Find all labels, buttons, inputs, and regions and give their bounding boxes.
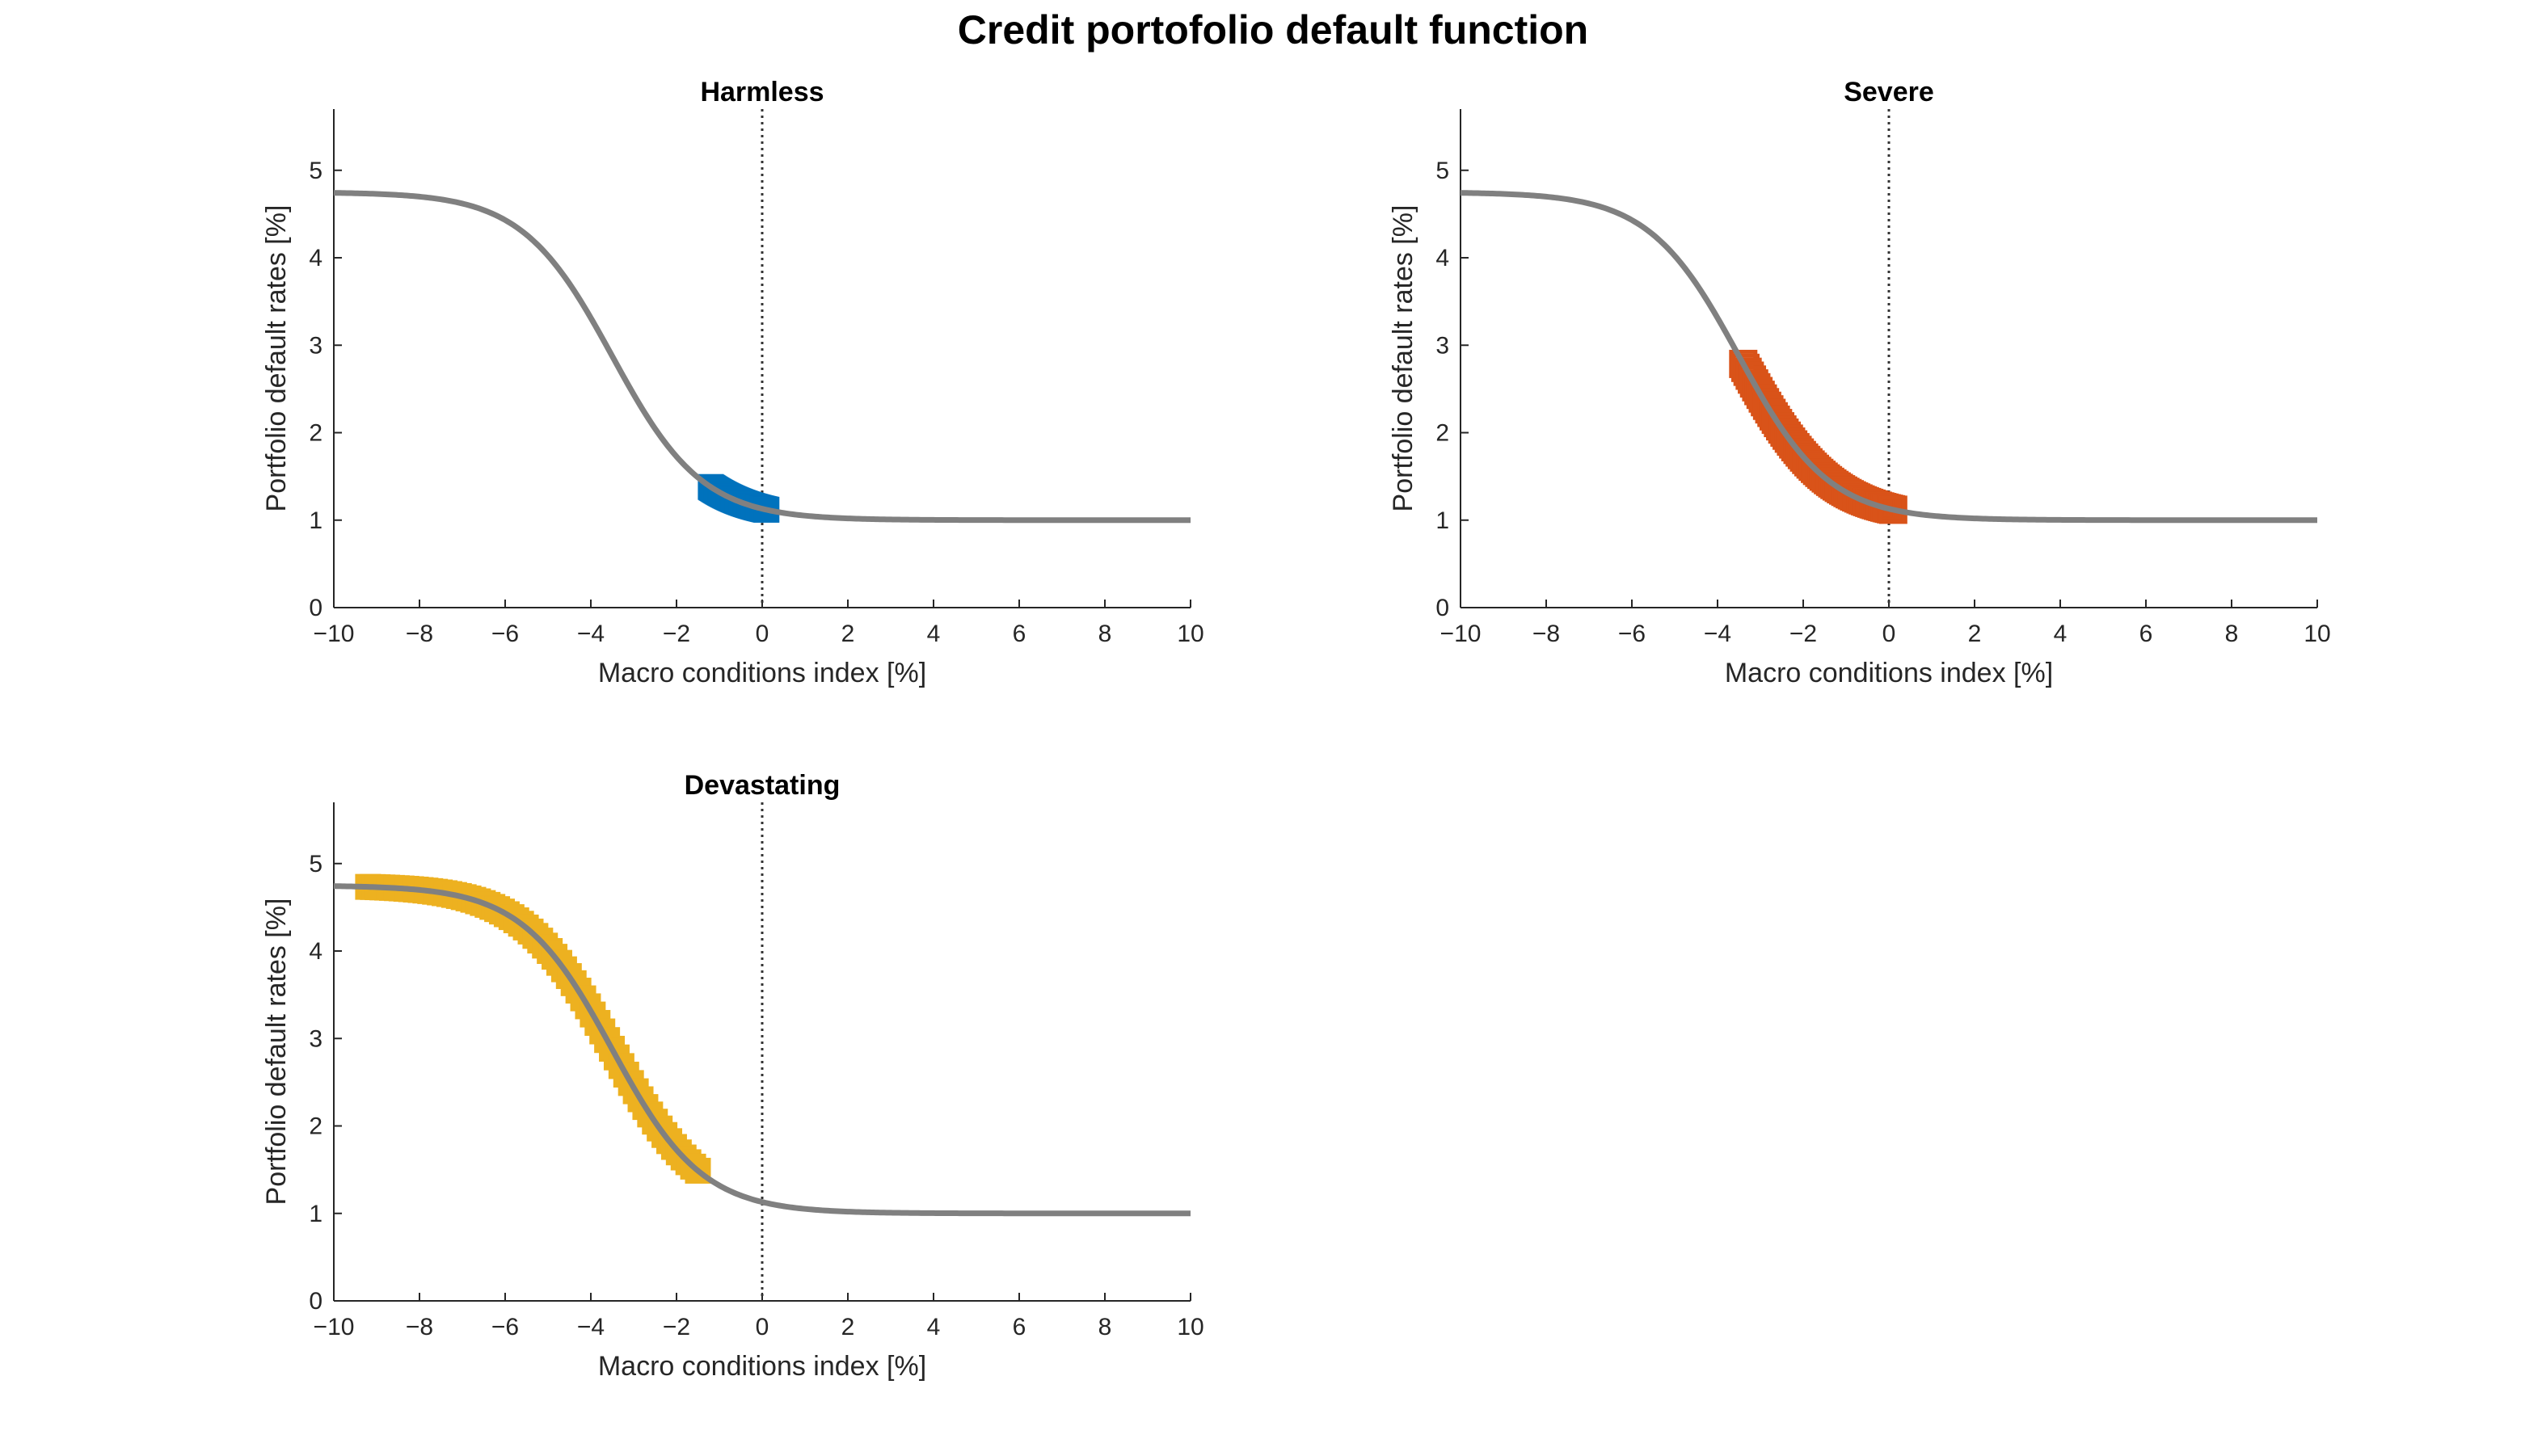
x-tick-label: −6	[1618, 621, 1646, 647]
y-tick-label: 4	[309, 245, 322, 271]
x-tick-label: −6	[491, 621, 519, 647]
x-tick-label: −8	[406, 1314, 433, 1340]
panel-harmless: −10 −8 −6 −4 −2 0 2 4 6 8 10 0 1 2 3 4 5 Macro conditions…	[261, 77, 1204, 688]
x-tick-label: 6	[2139, 621, 2153, 647]
y-tick-label: 3	[1435, 332, 1449, 359]
panel-title: Harmless	[700, 77, 824, 107]
x-tick-label: 6	[1013, 1314, 1026, 1340]
y-tick-label: 1	[309, 1201, 322, 1227]
panel-severe: −10 −8 −6 −4 −2 0 2 4 6 8 10 0 1 2 3 4 5 Macro conditions…	[1388, 77, 2331, 688]
y-tick-label: 2	[309, 1113, 322, 1140]
x-tick-label: 10	[2304, 621, 2330, 647]
x-tick-label: −8	[1532, 621, 1560, 647]
y-tick-label: 0	[1435, 595, 1449, 621]
x-tick-label: 4	[2054, 621, 2068, 647]
x-tick-label: 4	[927, 1314, 941, 1340]
figure-title: Credit portofolio default function	[957, 7, 1589, 53]
default-function-curve	[333, 190, 1191, 524]
x-tick-label: −10	[314, 621, 355, 647]
x-tick-label: 2	[841, 1314, 855, 1340]
x-axis-label: Macro conditions index [%]	[598, 658, 926, 688]
y-tick-label: 3	[309, 1025, 322, 1052]
y-tick-label: 0	[309, 595, 322, 621]
x-tick-label: 8	[2225, 621, 2239, 647]
x-tick-label: 0	[756, 1314, 769, 1340]
x-tick-label: 0	[1882, 621, 1896, 647]
x-tick-label: −10	[314, 1314, 355, 1340]
x-tick-label: 8	[1098, 1314, 1112, 1340]
x-axis-label: Macro conditions index [%]	[598, 1351, 926, 1382]
y-axis-label: Portfolio default rates [%]	[261, 898, 292, 1206]
x-tick-label: 2	[1968, 621, 1982, 647]
y-tick-label: 1	[309, 507, 322, 534]
x-tick-label: 0	[756, 621, 769, 647]
x-tick-label: 2	[841, 621, 855, 647]
y-tick-label: 5	[309, 158, 322, 184]
y-tick-label: 2	[1435, 420, 1449, 447]
scenario-series	[1729, 349, 1907, 524]
x-tick-label: −10	[1440, 621, 1482, 647]
y-axis-label: Portfolio default rates [%]	[1388, 205, 1418, 512]
default-function-curve	[333, 883, 1191, 1217]
x-tick-label: 4	[927, 621, 941, 647]
y-tick-label: 2	[309, 420, 322, 447]
x-tick-label: −2	[663, 1314, 690, 1340]
y-tick-label: 3	[309, 332, 322, 359]
x-tick-label: −8	[406, 621, 433, 647]
x-tick-label: 6	[1013, 621, 1026, 647]
y-axis-label: Portfolio default rates [%]	[261, 205, 292, 512]
y-tick-label: 1	[1435, 507, 1449, 534]
x-tick-label: −6	[491, 1314, 519, 1340]
x-tick-label: 10	[1177, 621, 1203, 647]
x-tick-label: −4	[577, 621, 605, 647]
x-tick-label: 8	[1098, 621, 1112, 647]
x-tick-label: −2	[1789, 621, 1817, 647]
panel-devastating: −10 −8 −6 −4 −2 0 2 4 6 8 10 0 1 2 3 4 5 Macro conditions…	[261, 770, 1204, 1382]
y-tick-label: 5	[309, 851, 322, 877]
panel-title: Severe	[1844, 77, 1934, 107]
x-tick-label: −2	[663, 621, 690, 647]
x-tick-label: −4	[577, 1314, 605, 1340]
default-function-curve	[1460, 190, 2317, 524]
y-tick-label: 4	[309, 938, 322, 965]
y-tick-label: 0	[309, 1288, 322, 1315]
y-tick-label: 5	[1435, 158, 1449, 184]
scenario-series	[355, 873, 711, 1184]
panel-title: Devastating	[685, 770, 841, 801]
y-tick-label: 4	[1435, 245, 1449, 271]
x-axis-label: Macro conditions index [%]	[1725, 658, 2053, 688]
x-tick-label: −4	[1704, 621, 1731, 647]
x-tick-label: 10	[1177, 1314, 1203, 1340]
